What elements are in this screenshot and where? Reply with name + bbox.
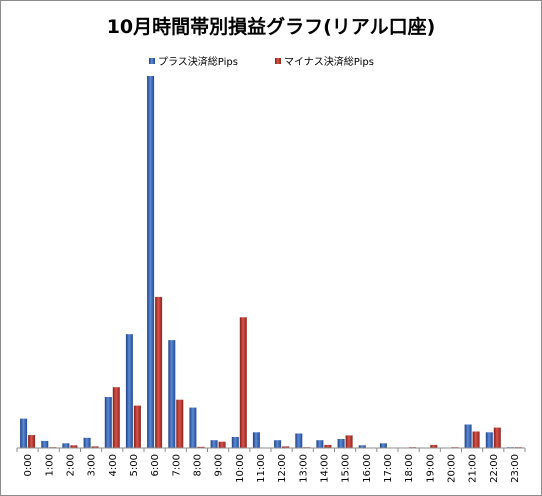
x-tick-label: 20:00 bbox=[446, 454, 457, 483]
bar-plus-1500 bbox=[337, 439, 345, 448]
x-tick-label: 1:00 bbox=[44, 454, 55, 476]
x-tick-label: 0:00 bbox=[23, 454, 34, 476]
x-tick-label: 15:00 bbox=[341, 454, 352, 483]
bar-minus-2100 bbox=[472, 431, 480, 448]
x-tick-label: 9:00 bbox=[214, 454, 225, 476]
bar-plus-1400 bbox=[316, 440, 324, 448]
bar-minus-1900 bbox=[430, 444, 438, 448]
bar-minus-500 bbox=[133, 405, 141, 448]
bar-plus-1700 bbox=[379, 443, 387, 448]
bar-minus-1400 bbox=[324, 444, 332, 448]
bar-plus-1100 bbox=[252, 432, 260, 448]
chart-title: 10月時間帯別損益グラフ(リアル口座) bbox=[107, 15, 436, 38]
x-tick-label: 5:00 bbox=[129, 454, 140, 476]
bar-plus-1600 bbox=[358, 445, 366, 448]
bar-plus-900 bbox=[210, 440, 218, 448]
x-tick-label: 10:00 bbox=[235, 454, 246, 483]
bar-minus-200 bbox=[70, 445, 78, 448]
x-tick-label: 16:00 bbox=[362, 454, 373, 483]
bar-plus-500 bbox=[125, 334, 133, 448]
x-tick-label: 7:00 bbox=[171, 454, 182, 476]
bar-plus-000 bbox=[20, 418, 28, 448]
legend-label-minus: マイナス決済総Pips bbox=[284, 55, 374, 68]
legend-swatch-plus bbox=[149, 58, 155, 64]
x-tick-label: 22:00 bbox=[489, 454, 500, 483]
x-tick-label: 17:00 bbox=[383, 454, 394, 483]
bar-plus-600 bbox=[147, 76, 155, 448]
bar-minus-800 bbox=[197, 446, 205, 448]
x-tick-label: 2:00 bbox=[65, 454, 76, 476]
x-axis-ticks: 0:00 1:00 2:00 3:00 4:00 5:00 6:00 7:00 8:00 9:00… bbox=[16, 448, 526, 483]
x-tick-label: 19:00 bbox=[425, 454, 436, 483]
bar-minus-900 bbox=[218, 441, 226, 448]
x-tick-label: 4:00 bbox=[108, 454, 119, 476]
bar-minus-1200 bbox=[282, 446, 290, 448]
bar-minus-2200 bbox=[493, 427, 501, 448]
x-tick-label: 13:00 bbox=[298, 454, 309, 483]
bar-minus-1500 bbox=[345, 435, 353, 448]
bar-plus-300 bbox=[83, 437, 91, 448]
bar-plus-700 bbox=[168, 340, 176, 448]
x-tick-label: 14:00 bbox=[319, 454, 330, 483]
bar-plus-400 bbox=[104, 397, 112, 448]
x-tick-label: 3:00 bbox=[87, 454, 98, 476]
bar-minus-000 bbox=[28, 435, 36, 448]
bar-plus-1300 bbox=[295, 433, 303, 448]
x-tick-label: 12:00 bbox=[277, 454, 288, 483]
bar-plus-100 bbox=[41, 440, 49, 448]
bar-plus-1200 bbox=[274, 440, 282, 448]
bar-minus-400 bbox=[112, 387, 120, 448]
bar-plus-2200 bbox=[485, 432, 493, 448]
legend-swatch-minus bbox=[275, 58, 281, 64]
x-tick-label: 18:00 bbox=[404, 454, 415, 483]
bar-minus-700 bbox=[176, 399, 184, 448]
bar-plus-1000 bbox=[231, 437, 239, 448]
bar-minus-1000 bbox=[239, 317, 247, 448]
bar-minus-600 bbox=[155, 296, 163, 448]
bar-plus-200 bbox=[62, 443, 70, 448]
x-tick-label: 11:00 bbox=[256, 454, 267, 483]
x-tick-label: 23:00 bbox=[510, 454, 521, 483]
legend: プラス決済総Pips マイナス決済総Pips bbox=[149, 55, 374, 68]
legend-label-plus: プラス決済総Pips bbox=[158, 55, 238, 68]
x-tick-label: 21:00 bbox=[468, 454, 479, 483]
bar-plus-800 bbox=[189, 407, 197, 448]
bar-plus-2100 bbox=[464, 424, 472, 448]
x-tick-label: 8:00 bbox=[192, 454, 203, 476]
bars-group bbox=[20, 76, 522, 448]
bar-minus-300 bbox=[91, 446, 99, 448]
x-tick-label: 6:00 bbox=[150, 454, 161, 476]
